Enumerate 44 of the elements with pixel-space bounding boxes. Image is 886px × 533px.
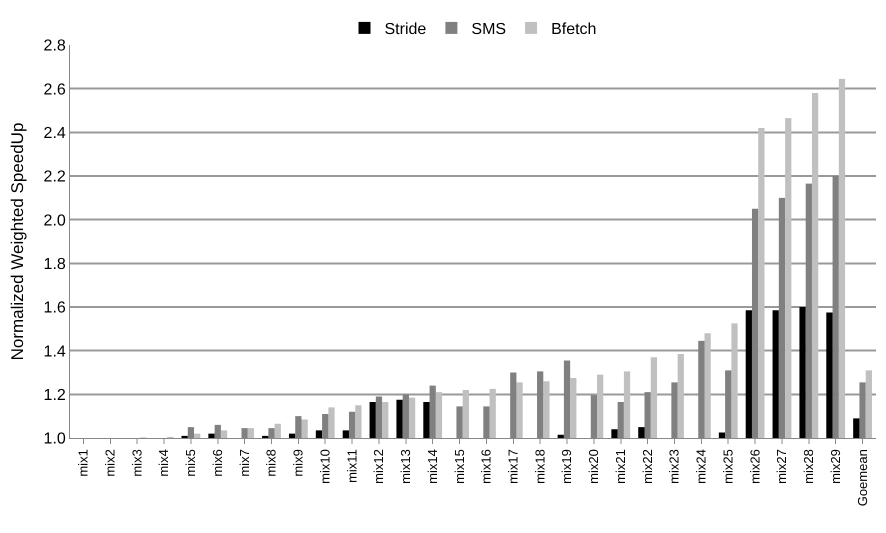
x-tick-label: mix22 <box>640 449 655 484</box>
x-tick-label: mix19 <box>559 449 574 484</box>
x-tick-label: mix15 <box>452 449 467 484</box>
y-tick-label: 1.6 <box>44 300 66 317</box>
y-tick-label: 1.4 <box>44 343 66 360</box>
x-tick-label: mix28 <box>801 449 816 484</box>
x-tick-label: Goemean <box>854 449 870 506</box>
legend-label: Bfetch <box>551 21 596 38</box>
x-tick-label: mix4 <box>156 449 172 477</box>
x-tick-label: mix20 <box>586 449 602 484</box>
y-tick-label: 2.4 <box>44 124 66 142</box>
x-tick-label: mix24 <box>694 449 709 484</box>
y-axis-title: Normalized Weighted SpeedUp <box>8 122 28 360</box>
y-tick-label: 1.2 <box>44 386 66 404</box>
x-tick-label: mix12 <box>371 449 386 484</box>
y-tick-label: 2.8 <box>44 38 66 55</box>
y-tick-label: 2.0 <box>44 212 66 230</box>
x-tick-label: mix17 <box>506 449 521 484</box>
x-tick-label: mix27 <box>774 449 790 484</box>
x-tick-label: mix26 <box>747 449 762 484</box>
x-tick-label: mix29 <box>828 449 843 484</box>
x-tick-label: mix11 <box>344 449 360 483</box>
x-tick-label: mix7 <box>236 449 252 477</box>
legend-label: SMS <box>471 21 506 38</box>
x-tick-label: mix14 <box>424 449 440 484</box>
x-tick-label: mix2 <box>102 449 118 477</box>
x-tick-label: mix21 <box>612 449 628 484</box>
x-tick-label: mix6 <box>210 449 225 477</box>
y-tick-label: 2.6 <box>44 81 66 98</box>
x-tick-label: mix23 <box>666 449 682 484</box>
x-tick-label: mix1 <box>76 449 91 477</box>
legend-label: Stride <box>384 21 426 38</box>
x-tick-label: mix13 <box>398 449 414 484</box>
x-tick-label: mix9 <box>290 449 306 477</box>
x-tick-label: mix25 <box>720 449 736 484</box>
x-tick-label: mix5 <box>183 449 198 477</box>
y-tick-label: 1.8 <box>44 256 66 273</box>
x-tick-label: mix3 <box>129 449 144 477</box>
y-tick-label: 2.2 <box>44 168 66 186</box>
y-tick-label: 1.0 <box>44 430 66 448</box>
x-tick-label: mix10 <box>317 449 332 484</box>
x-tick-label: mix8 <box>264 449 279 477</box>
x-tick-label: mix18 <box>532 449 548 484</box>
x-tick-label: mix16 <box>478 449 494 484</box>
